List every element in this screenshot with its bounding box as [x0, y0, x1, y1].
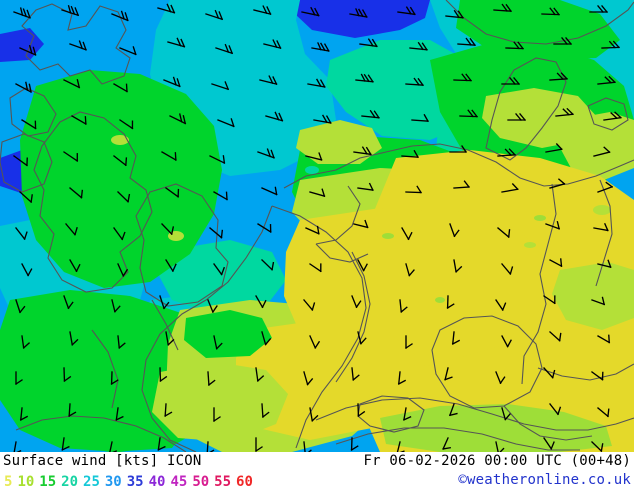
surface-wind-map[interactable]	[0, 0, 634, 452]
patch-highland-h	[435, 297, 445, 303]
legend-stop-45[interactable]: 45	[170, 474, 188, 490]
patch-highland-a	[111, 135, 129, 145]
patch-highland-e	[534, 215, 546, 221]
product-title: Surface wind [kts] ICON	[3, 453, 202, 469]
caption-row-legend: 5 10 15 20 25 30 35 40 45 50 55 60 ©weatheronline.c…	[0, 471, 634, 490]
legend-stop-10[interactable]: 10	[17, 474, 35, 490]
patch-highland-d	[524, 242, 536, 248]
fill-green-15-scandinavia	[456, 0, 620, 60]
fill-ygreen-10-baltic-coast	[558, 112, 634, 180]
legend-stop-5[interactable]: 5	[4, 474, 13, 490]
legend-stop-35[interactable]: 35	[126, 474, 144, 490]
patch-highland-g	[382, 233, 394, 239]
legend-stop-50[interactable]: 50	[192, 474, 210, 490]
legend-stop-20[interactable]: 20	[61, 474, 79, 490]
patch-coast-a	[305, 166, 319, 174]
fill-alps-streak	[380, 404, 612, 452]
wind-speed-scale[interactable]: 5 10 15 20 25 30 35 40 45 50 55 60	[4, 471, 258, 492]
patch-highland-f	[593, 205, 611, 215]
legend-stop-30[interactable]: 30	[104, 474, 122, 490]
valid-time-label: Fr 06-02-2026 00:00 UTC (00+48)	[363, 453, 631, 469]
country-borders	[0, 0, 634, 452]
wind-barbs	[13, 3, 622, 452]
caption-row-title: Surface wind [kts] ICON Fr 06-02-2026 00…	[0, 452, 634, 471]
fill-springgreen-20-channel	[158, 240, 286, 314]
legend-stop-40[interactable]: 40	[148, 474, 166, 490]
fill-blue-35-northsea	[295, 0, 430, 38]
legend-stop-55[interactable]: 55	[214, 474, 232, 490]
map-caption: Surface wind [kts] ICON Fr 06-02-2026 00…	[0, 452, 634, 490]
patch-highland-c	[486, 106, 508, 118]
fill-ygreen-10-eastpoland	[552, 262, 634, 330]
map-canvas	[0, 0, 634, 452]
legend-stop-60[interactable]: 60	[236, 474, 253, 490]
legend-stop-25[interactable]: 25	[83, 474, 100, 490]
copyright-label[interactable]: ©weatheronline.co.uk	[458, 472, 631, 488]
fill-ygreen-10-central-france	[152, 362, 288, 442]
legend-stop-15[interactable]: 15	[39, 474, 57, 490]
fill-green-15-normandy	[184, 310, 272, 358]
